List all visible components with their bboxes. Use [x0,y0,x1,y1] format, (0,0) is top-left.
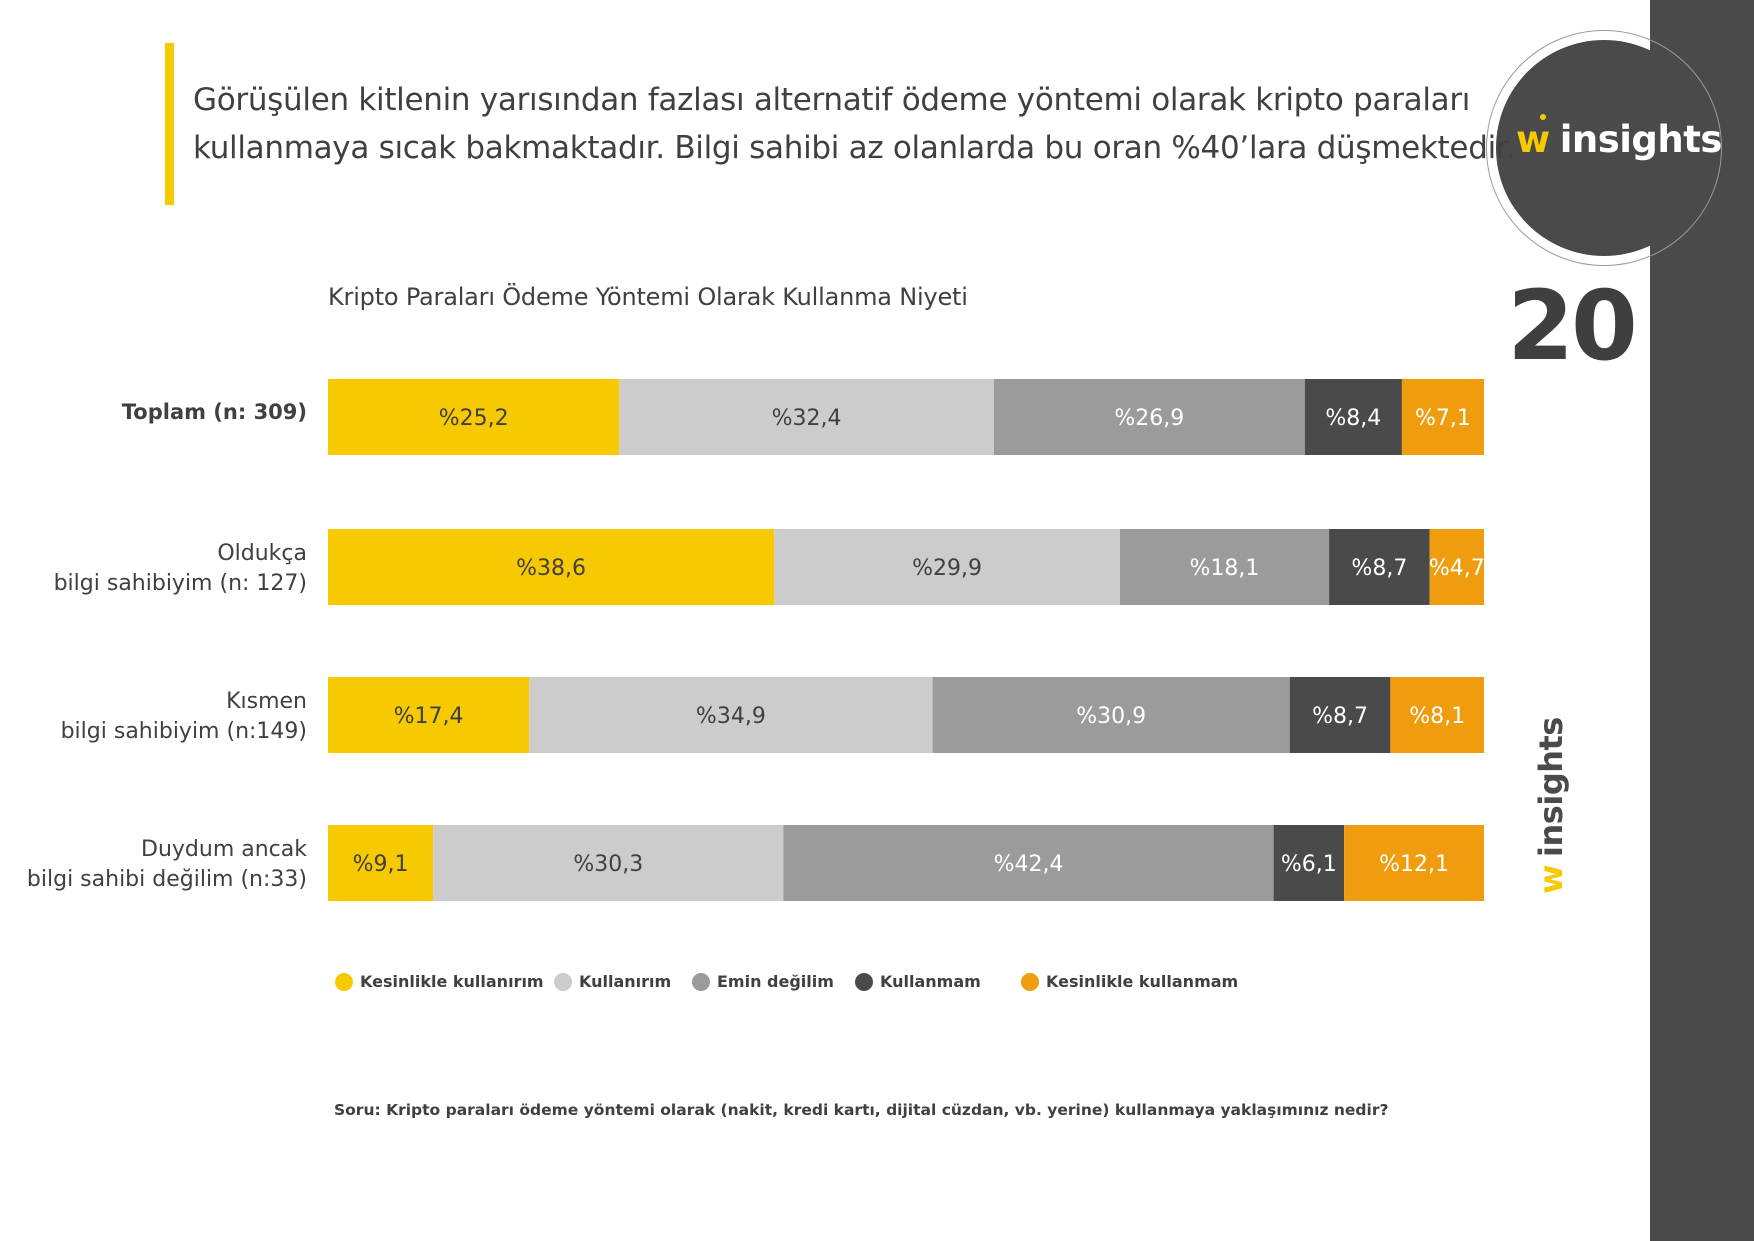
page-number: 20 [1507,270,1638,382]
legend-label: Kullanırım [579,972,672,991]
bar-segment-row1-series3 [1329,529,1430,605]
data-label-row0-series4: %7,1 [1415,406,1471,431]
data-label-row3-series4: %12,1 [1379,852,1449,877]
category-label-row2-line1: Kısmen [226,689,307,714]
bar-segment-row2-series2 [932,677,1290,753]
legend-label: Emin değilim [717,972,834,991]
category-label-row3-line2: bilgi sahibi değilim (n:33) [27,867,307,892]
data-label-row3-series2: %42,4 [994,852,1064,877]
category-label-row2-line2: bilgi sahibiyim (n:149) [61,719,307,744]
data-label-row0-series3: %8,4 [1325,406,1381,431]
data-label-row1-series3: %8,7 [1351,556,1407,581]
chart-title: Kripto Paraları Ödeme Yöntemi Olarak Kul… [328,283,968,311]
bar-segment-row3-series2 [783,825,1274,901]
headline-accent-bar [165,43,174,205]
bar-segment-row3-series4 [1344,825,1484,901]
data-label-row0-series0: %25,2 [439,406,509,431]
bar-segment-row2-series3 [1289,677,1391,753]
data-label-row3-series3: %6,1 [1281,852,1337,877]
bar-segment-row2-series4 [1390,677,1484,753]
data-label-row2-series2: %30,9 [1076,704,1146,729]
survey-question: Soru: Kripto paraları ödeme yöntemi olar… [334,1101,1389,1119]
bar-segment-row1-series0 [328,529,775,605]
data-label-row2-series0: %17,4 [394,704,464,729]
bar-segment-row0-series2 [993,379,1305,455]
data-label-row1-series2: %18,1 [1190,556,1260,581]
bar-segment-row1-series2 [1119,529,1330,605]
headline-line-1: Görüşülen kitlenin yarısından fazlası al… [193,82,1471,118]
bar-segment-row0-series4 [1401,379,1484,455]
bar-segment-row1-series1 [774,529,1120,605]
data-label-row1-series1: %29,9 [912,556,982,581]
data-label-row1-series0: %38,6 [516,556,586,581]
legend-swatch-icon [1021,973,1039,991]
headline-line-2: kullanmaya sıcak bakmaktadır. Bilgi sahi… [193,130,1516,166]
legend-swatch-icon [554,973,572,991]
bar-segment-row3-series3 [1273,825,1345,901]
logo-circle [1496,40,1712,256]
logo-ring [1486,30,1722,266]
bar-segment-row0-series0 [328,379,620,455]
bar-segment-row3-series0 [328,825,434,901]
logo-word: insights [1559,118,1723,161]
data-label-row0-series1: %32,4 [772,406,842,431]
category-label-row3-line1: Duydum ancak [141,837,307,862]
legend-swatch-icon [335,973,353,991]
data-label-row2-series4: %8,1 [1409,704,1465,729]
bar-segment-row1-series4 [1429,529,1484,605]
legend-label: Kesinlikle kullanırım [360,972,544,991]
logo-dot-icon [1540,114,1546,120]
brand-logo: w insights [1516,114,1723,178]
category-label-row1-line2: bilgi sahibiyim (n: 127) [54,571,307,596]
logo-w: w [1516,118,1550,161]
legend-label: Kesinlikle kullanmam [1046,972,1239,991]
data-label-row0-series2: %26,9 [1114,406,1184,431]
bar-segment-row0-series3 [1304,379,1402,455]
bar-segment-row2-series1 [529,677,933,753]
legend-label: Kullanmam [880,972,981,991]
data-label-row2-series3: %8,7 [1312,704,1368,729]
category-label-row1-line1: Oldukça [217,541,307,566]
data-label-row1-series4: %4,7 [1429,556,1485,581]
headline: Görüşülen kitlenin yarısından fazlası al… [193,76,1516,172]
data-label-row3-series0: %9,1 [353,852,409,877]
bar-segment-row2-series0 [328,677,530,753]
data-label-row2-series1: %34,9 [696,704,766,729]
category-label-row0-line1: Toplam (n: 309) [122,400,307,424]
data-label-row3-series1: %30,3 [573,852,643,877]
legend-swatch-icon [692,973,710,991]
bar-segment-row3-series1 [433,825,784,901]
legend-swatch-icon [855,973,873,991]
bar-segment-row0-series1 [619,379,994,455]
